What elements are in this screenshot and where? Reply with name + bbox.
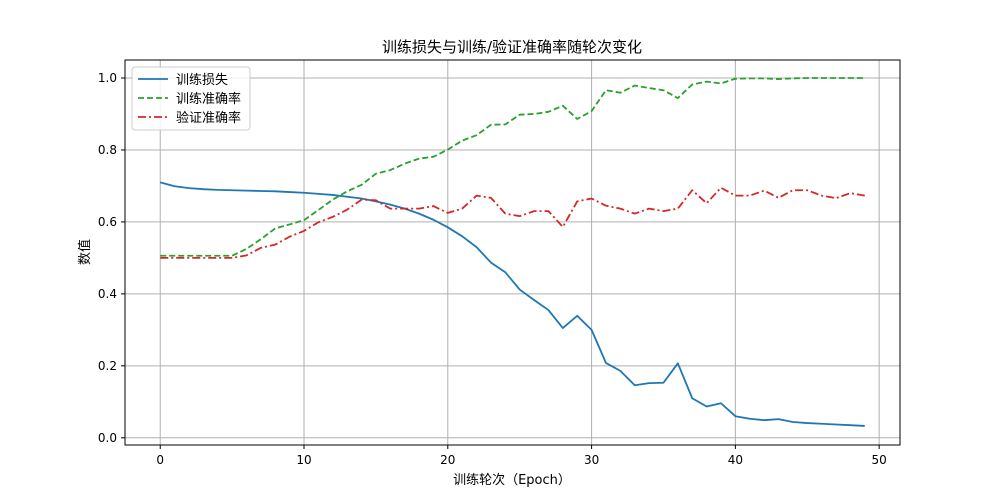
- y-tick-label: 0.2: [98, 359, 117, 373]
- y-tick-label: 1.0: [98, 71, 117, 85]
- legend-label: 训练准确率: [176, 91, 241, 107]
- y-tick-label: 0.8: [98, 143, 117, 157]
- x-tick-label: 10: [296, 453, 311, 467]
- chart-title: 训练损失与训练/验证准确率随轮次变化: [382, 38, 642, 56]
- x-tick-label: 50: [872, 453, 887, 467]
- plot-frame: [124, 59, 901, 446]
- axis-ticks: 0 10 20 30 40 50 0.0 0.2 0.4 0.6 0.8 1.0: [98, 71, 887, 467]
- series-layer: [159, 77, 865, 427]
- series-line-3: [160, 186, 865, 259]
- grid-lines: [125, 60, 900, 445]
- y-tick-label: 0.4: [98, 287, 117, 301]
- series-line-1: [159, 181, 865, 427]
- y-tick-label: 0.0: [98, 431, 117, 445]
- legend-label: 训练损失: [176, 73, 228, 88]
- series-line-2: [160, 77, 865, 257]
- x-tick-label: 40: [728, 453, 743, 467]
- x-axis-label: 训练轮次（Epoch）: [453, 472, 571, 488]
- x-tick-label: 20: [440, 453, 455, 467]
- y-axis-label: 数值: [77, 239, 93, 265]
- legend-box: [131, 66, 251, 131]
- legend-label: 验证准确率: [176, 110, 241, 126]
- x-tick-label: 0: [156, 453, 164, 467]
- x-tick-label: 30: [584, 453, 599, 467]
- y-tick-label: 0.6: [98, 215, 117, 229]
